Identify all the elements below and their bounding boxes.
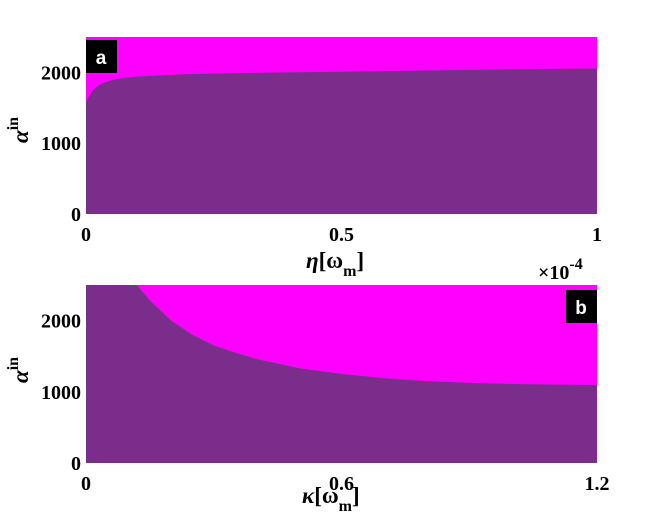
panel-b-label: b xyxy=(575,298,587,319)
svg-text:αin: αin xyxy=(5,117,33,143)
svg-text:αin: αin xyxy=(5,357,33,383)
panel-a: 0 0.5 1 0 1000 2000 a η[ωm] ×10-4 αin xyxy=(5,37,602,284)
panel-b-x-tick-label: 0 xyxy=(81,473,91,495)
panel-a-x-multiplier-exp: -4 xyxy=(569,256,582,273)
panel-a-y-tick-label: 2000 xyxy=(41,62,81,84)
panel-a-xlabel-symbol: η xyxy=(306,248,319,273)
panel-b-ylabel-symbol: α xyxy=(8,369,33,383)
panel-b-high-region xyxy=(137,285,597,386)
panel-b-xlabel-unit: [ω xyxy=(314,483,338,508)
panel-b-badge-bg xyxy=(566,290,597,323)
panel-b-y-tick-label: 2000 xyxy=(41,311,81,333)
panel-a-ylabel: αin xyxy=(5,117,33,143)
panel-a-ylabel-symbol: α xyxy=(8,129,33,143)
panel-a-y-tick-label: 0 xyxy=(71,204,81,226)
panel-a-ticks: 0 0.5 1 0 1000 2000 xyxy=(41,62,602,246)
panel-a-low-region xyxy=(86,68,597,214)
panel-b-ylabel-sup: in xyxy=(5,357,22,370)
panel-a-label: a xyxy=(96,48,107,69)
panel-a-x-tick-label: 0 xyxy=(81,224,91,246)
panel-a-badge-bg xyxy=(86,40,117,73)
panel-a-xlabel-close: ] xyxy=(356,248,364,273)
panel-b-y-tick-label: 1000 xyxy=(41,382,81,404)
panel-a-badge: a xyxy=(86,40,117,73)
panel-b-ylabel: αin xyxy=(5,357,33,383)
panel-a-x-multiplier: ×10-4 xyxy=(538,256,583,284)
panel-b-y-tick-label: 0 xyxy=(71,453,81,475)
panel-a-x-multiplier-base: ×10 xyxy=(538,262,569,284)
panel-a-ylabel-sup: in xyxy=(5,117,22,130)
panel-b-xlabel-close: ] xyxy=(352,483,360,508)
panel-a-xlabel-unit: [ω xyxy=(319,248,343,273)
panel-a-x-tick-label: 0.5 xyxy=(329,224,354,246)
panel-a-y-tick-label: 1000 xyxy=(41,133,81,155)
panel-a-x-tick-label: 1 xyxy=(592,224,602,246)
panel-b-xlabel: κ[ωm] xyxy=(302,483,360,515)
panel-b-xlabel-sub: m xyxy=(339,498,353,515)
panel-a-xlabel-sub: m xyxy=(343,263,357,280)
panel-a-xlabel: η[ωm] xyxy=(306,248,364,280)
panel-b-ticks: 0 0.6 1.2 0 1000 2000 xyxy=(41,311,610,495)
panel-b-xlabel-symbol: κ xyxy=(302,483,315,508)
panel-b-badge: b xyxy=(566,290,597,323)
panel-b-x-tick-label: 1.2 xyxy=(585,473,610,495)
panel-b: 0 0.6 1.2 0 1000 2000 b κ[ωm] αin xyxy=(5,285,610,515)
panel-b-x-tick-label: 0.6 xyxy=(329,473,354,495)
